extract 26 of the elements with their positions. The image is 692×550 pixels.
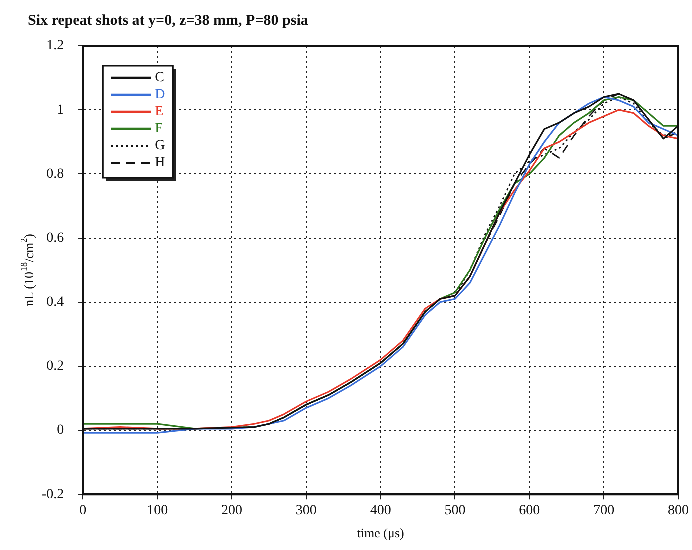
x-tick-label: 800 [668, 504, 689, 519]
y-tick-label: 0.2 [46, 359, 64, 374]
legend-label: H [155, 156, 166, 171]
legend-label: C [155, 70, 165, 86]
y-tick-label: 1 [57, 102, 64, 118]
x-tick-label: 600 [519, 504, 540, 519]
x-tick-label: 200 [221, 504, 242, 519]
legend-label: F [155, 122, 164, 137]
y-tick-label: -0.2 [42, 487, 64, 502]
x-tick-label: 400 [370, 504, 392, 519]
y-tick-label: 1.2 [46, 38, 64, 54]
x-tick-label: 300 [296, 504, 317, 519]
x-tick-label: 700 [594, 504, 615, 519]
legend-label: G [155, 138, 166, 154]
chart-title: Six repeat shots at y=0, z=38 mm, P=80 psia [28, 12, 309, 29]
x-tick-label: 500 [444, 504, 466, 519]
y-tick-label: 0.6 [46, 230, 64, 246]
x-tick-label: 0 [80, 504, 87, 519]
x-tick-label: 100 [147, 504, 168, 519]
x-axis-title: time (μs) [357, 526, 404, 541]
legend-label: E [155, 104, 164, 120]
legend-label: D [155, 88, 166, 103]
y-tick-label: 0.4 [46, 295, 64, 310]
y-tick-label: 0 [57, 423, 64, 438]
y-tick-label: 0.8 [46, 166, 64, 182]
y-axis-title: nL (1018/cm2) [19, 234, 36, 307]
